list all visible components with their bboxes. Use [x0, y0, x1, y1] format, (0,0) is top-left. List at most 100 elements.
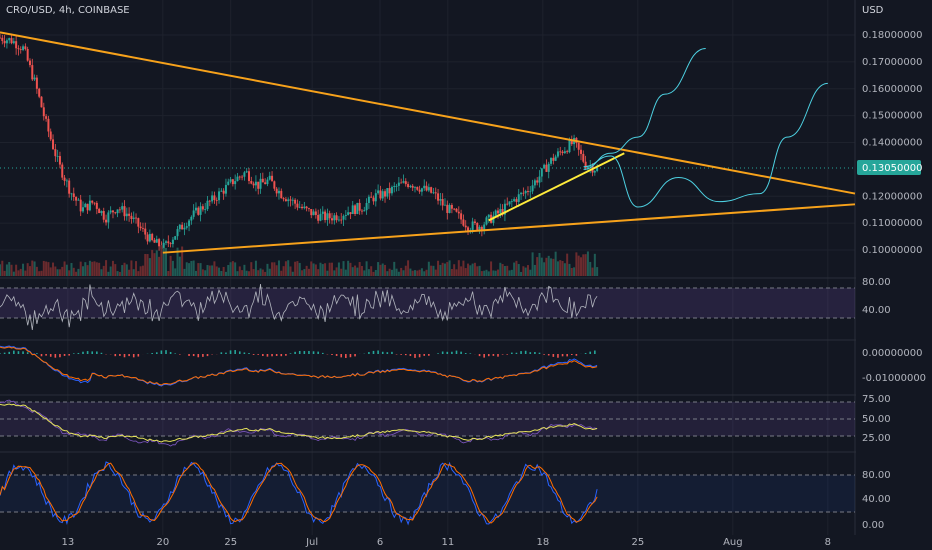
macd-pane[interactable] — [0, 345, 598, 387]
candle-body — [420, 188, 423, 192]
candle-body — [56, 156, 59, 157]
candle-body — [344, 214, 347, 216]
candle-body — [538, 176, 541, 183]
macd-hist — [552, 354, 555, 357]
volume-bar — [296, 261, 299, 276]
time-axis[interactable]: 13 20 25 Jul 6 11 18 25 Aug 8 — [0, 535, 932, 550]
price-pane[interactable] — [0, 33, 855, 252]
candle-body — [425, 185, 428, 191]
candle-body — [12, 41, 15, 44]
volume-bar — [533, 264, 536, 276]
candle-body — [478, 226, 481, 230]
volume-bar — [520, 271, 523, 276]
rsi-pane[interactable] — [0, 283, 855, 331]
volume-bar — [499, 262, 502, 276]
macd-hist — [262, 354, 264, 357]
volume-bar — [19, 268, 22, 276]
trendline[interactable] — [0, 31, 856, 195]
candle-body — [3, 40, 6, 44]
candle-body — [28, 60, 31, 66]
candle-body — [298, 206, 301, 208]
volume-bar — [252, 269, 255, 276]
volume-bar — [215, 266, 218, 276]
trendline[interactable] — [488, 152, 625, 222]
volume-bar — [52, 262, 55, 276]
candle-body — [109, 210, 112, 213]
candle-body — [379, 190, 382, 199]
candle-body — [559, 151, 562, 153]
trendline[interactable] — [162, 203, 856, 254]
volume-bar — [478, 265, 481, 276]
volume-bar — [443, 263, 446, 276]
candle-body — [485, 217, 488, 225]
candle-body — [181, 224, 184, 230]
candle-body — [390, 186, 393, 194]
candle-body — [317, 214, 320, 221]
time-tick: 6 — [377, 537, 383, 548]
indicator-tick: 40.00 — [862, 494, 891, 505]
macd-hist — [128, 354, 130, 357]
volume-bar — [390, 269, 393, 276]
volume-bar — [174, 268, 177, 276]
volume-bar — [314, 264, 317, 276]
volume-bar — [33, 261, 36, 276]
candle-body — [282, 198, 285, 200]
candle-body — [540, 168, 543, 177]
candle-body — [335, 215, 338, 221]
candle-body — [508, 201, 511, 205]
volume-bar — [305, 265, 308, 276]
candle-body — [374, 193, 377, 202]
volume-bar — [144, 253, 147, 276]
volume-bar — [91, 261, 94, 276]
volume-bar — [111, 260, 114, 276]
macd-hist — [36, 353, 38, 354]
macd-hist — [252, 354, 255, 355]
candle-body — [208, 200, 211, 202]
candle-body — [326, 213, 329, 221]
volume-bar — [109, 266, 112, 276]
macd-hist — [534, 352, 536, 354]
candle-body — [464, 225, 467, 228]
candle-body — [197, 207, 200, 215]
volume-bar — [545, 257, 548, 276]
macd-hist — [271, 354, 273, 357]
macd-hist — [0, 353, 1, 354]
candle-body — [146, 234, 149, 242]
candle-body — [114, 212, 117, 214]
candle-body — [178, 224, 181, 230]
rsi-line — [0, 283, 598, 331]
volume-bar — [367, 269, 370, 276]
volume-bar — [220, 270, 223, 276]
volume-bar — [192, 260, 195, 276]
volume-bar — [275, 265, 278, 276]
volume-bar — [393, 261, 396, 276]
candle-body — [524, 191, 527, 194]
macd-hist — [68, 354, 70, 356]
macd-hist — [192, 354, 195, 357]
volume-bar — [324, 263, 327, 276]
candle-body — [423, 185, 426, 189]
projection-path[interactable] — [583, 82, 828, 208]
volume-bar — [162, 247, 165, 276]
volume-bar — [400, 267, 403, 276]
price-scale[interactable]: 0.18000000 0.17000000 0.16000000 0.15000000… — [856, 0, 932, 535]
candle-body — [238, 176, 241, 178]
price-tick: 0.18000000 — [862, 30, 922, 41]
candle-body — [273, 181, 276, 189]
candle-body — [231, 179, 234, 185]
osc-pane[interactable] — [0, 399, 855, 447]
stoch-d-line — [0, 462, 598, 524]
projection-path[interactable] — [583, 47, 706, 170]
candle-body — [192, 210, 195, 217]
stoch-pane[interactable] — [0, 461, 855, 526]
candle-body — [155, 239, 158, 243]
volume-bar — [337, 262, 340, 276]
volume-bar — [365, 261, 368, 276]
volume-bar — [8, 262, 11, 276]
candle-body — [342, 215, 345, 220]
volume-bar — [582, 254, 585, 276]
candle-body — [91, 200, 94, 203]
volume-bar — [17, 270, 20, 276]
candle-body — [261, 178, 264, 183]
